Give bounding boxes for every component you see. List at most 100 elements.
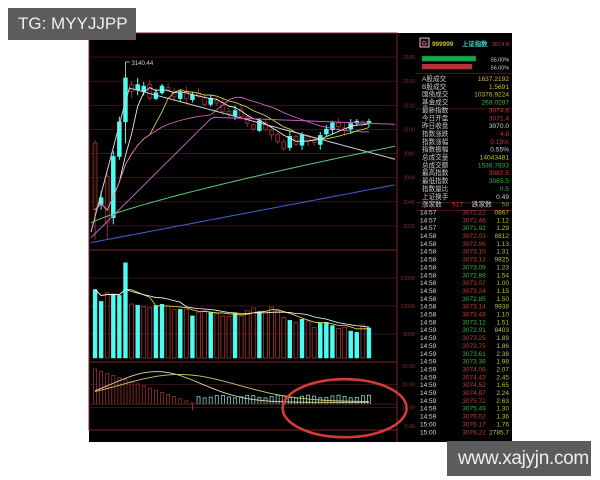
svg-text:1.31: 1.31 (496, 249, 509, 256)
svg-text:3073.12: 3073.12 (462, 319, 486, 326)
svg-text:2.38: 2.38 (496, 351, 509, 358)
svg-text:1538.7833: 1538.7833 (478, 162, 510, 169)
svg-text:12000: 12000 (400, 276, 415, 282)
svg-text:3074.52: 3074.52 (462, 382, 486, 389)
svg-text:基金成交: 基金成交 (422, 98, 449, 107)
svg-text:1.29: 1.29 (496, 225, 509, 232)
svg-text:3074.08: 3074.08 (462, 366, 486, 373)
svg-text:3073.38: 3073.38 (462, 359, 486, 366)
svg-text:8000: 8000 (403, 332, 415, 338)
svg-text:3073.09: 3073.09 (462, 264, 486, 271)
svg-text:14:58: 14:58 (420, 264, 437, 271)
svg-text:517: 517 (452, 202, 463, 209)
svg-text:3072.85: 3072.85 (462, 296, 486, 303)
svg-text:0.49: 0.49 (496, 194, 509, 201)
svg-text:3072.91: 3072.91 (462, 327, 486, 334)
svg-text:3073.48: 3073.48 (462, 312, 486, 319)
svg-text:14:58: 14:58 (420, 272, 437, 279)
svg-text:3071.4: 3071.4 (489, 115, 510, 122)
svg-text:269.0297: 269.0297 (481, 100, 509, 107)
svg-text:G: G (422, 40, 427, 47)
svg-text:14:58: 14:58 (420, 233, 437, 240)
svg-text:3073.25: 3073.25 (462, 335, 486, 342)
svg-text:10.00: 10.00 (402, 405, 415, 411)
svg-text:3073.24: 3073.24 (462, 288, 486, 295)
svg-text:14:58: 14:58 (420, 249, 437, 256)
svg-text:3065.5: 3065.5 (489, 178, 510, 185)
svg-text:9938: 9938 (495, 304, 510, 311)
svg-text:3070.0: 3070.0 (489, 123, 510, 130)
svg-text:3040: 3040 (403, 200, 415, 206)
svg-text:14:59: 14:59 (420, 398, 437, 405)
svg-text:14:59: 14:59 (420, 382, 437, 389)
svg-text:10376.9224: 10376.9224 (474, 92, 509, 99)
svg-text:14:59: 14:59 (420, 390, 437, 397)
svg-text:1.13: 1.13 (496, 241, 509, 248)
svg-text:3082.5: 3082.5 (489, 170, 510, 177)
svg-text:A股成交: A股成交 (422, 74, 447, 83)
svg-text:3073.61: 3073.61 (462, 351, 486, 358)
svg-text:14:59: 14:59 (420, 335, 437, 342)
svg-text:10000: 10000 (400, 304, 415, 310)
svg-text:指数振幅: 指数振幅 (422, 145, 449, 154)
svg-text:14:58: 14:58 (420, 312, 437, 319)
svg-text:3073.07: 3073.07 (462, 280, 486, 287)
svg-text:0.00: 0.00 (405, 424, 415, 430)
svg-text:3073.14: 3073.14 (462, 304, 486, 311)
svg-text:1.30: 1.30 (496, 406, 509, 413)
svg-text:国债成交: 国债成交 (422, 90, 449, 99)
svg-text:3076.17: 3076.17 (462, 421, 486, 428)
svg-text:指数量比: 指数量比 (422, 184, 449, 193)
svg-text:3120: 3120 (403, 103, 415, 109)
svg-text:1.89: 1.89 (496, 335, 509, 342)
svg-text:3074.8: 3074.8 (492, 42, 509, 48)
svg-text:3074.43: 3074.43 (462, 374, 486, 381)
svg-text:14:59: 14:59 (420, 359, 437, 366)
svg-text:0.55%: 0.55% (490, 147, 509, 154)
svg-text:3020: 3020 (403, 224, 415, 230)
svg-text:1.12: 1.12 (496, 217, 509, 224)
svg-text:999999: 999999 (432, 41, 454, 48)
svg-text:1.5691: 1.5691 (489, 84, 510, 91)
svg-text:指数涨幅: 指数涨幅 (422, 137, 449, 146)
svg-text:1.10: 1.10 (496, 312, 509, 319)
svg-text:14:57: 14:57 (420, 217, 437, 224)
svg-text:3074.8: 3074.8 (489, 107, 510, 114)
svg-text:14:58: 14:58 (420, 288, 437, 295)
svg-text:1.86: 1.86 (496, 343, 509, 350)
svg-text:1.65: 1.65 (496, 382, 509, 389)
svg-text:3100: 3100 (403, 127, 415, 133)
svg-text:1.15: 1.15 (496, 288, 509, 295)
svg-text:3072.22: 3072.22 (462, 209, 486, 216)
svg-text:昨日收盘: 昨日收盘 (422, 121, 449, 130)
svg-text:2.24: 2.24 (496, 390, 509, 397)
svg-text:3071.92: 3071.92 (462, 225, 486, 232)
svg-text:20.00: 20.00 (402, 383, 415, 389)
svg-text:8812: 8812 (495, 233, 510, 240)
svg-text:15:00: 15:00 (420, 429, 437, 436)
svg-text:30.00: 30.00 (402, 364, 415, 370)
svg-text:1.54: 1.54 (496, 272, 509, 279)
svg-text:14:59: 14:59 (420, 414, 437, 421)
svg-text:最高指数: 最高指数 (422, 168, 449, 177)
svg-text:15:00: 15:00 (420, 421, 437, 428)
svg-text:3075.72: 3075.72 (462, 398, 486, 405)
svg-text:最低指数: 最低指数 (422, 176, 449, 185)
svg-text:1.36: 1.36 (496, 414, 509, 421)
svg-text:上证指数: 上证指数 (462, 39, 488, 48)
svg-text:3072.88: 3072.88 (462, 272, 486, 279)
svg-text:3076.02: 3076.02 (462, 414, 486, 421)
svg-text:总成交量: 总成交量 (422, 153, 449, 162)
svg-text:0.15%: 0.15% (490, 139, 509, 146)
svg-text:56.00%: 56.00% (491, 66, 509, 72)
svg-text:0867: 0867 (495, 209, 510, 216)
svg-text:14:58: 14:58 (420, 257, 437, 264)
svg-text:上证换手: 上证换手 (422, 192, 449, 201)
svg-text:3073.10: 3073.10 (462, 249, 486, 256)
svg-text:跌家数: 跌家数 (472, 200, 492, 209)
svg-text:4.8: 4.8 (500, 131, 509, 138)
svg-text:14:58: 14:58 (420, 296, 437, 303)
svg-text:0.5: 0.5 (500, 186, 509, 193)
svg-text:3150: 3150 (403, 79, 415, 85)
svg-text:2.45: 2.45 (496, 374, 509, 381)
